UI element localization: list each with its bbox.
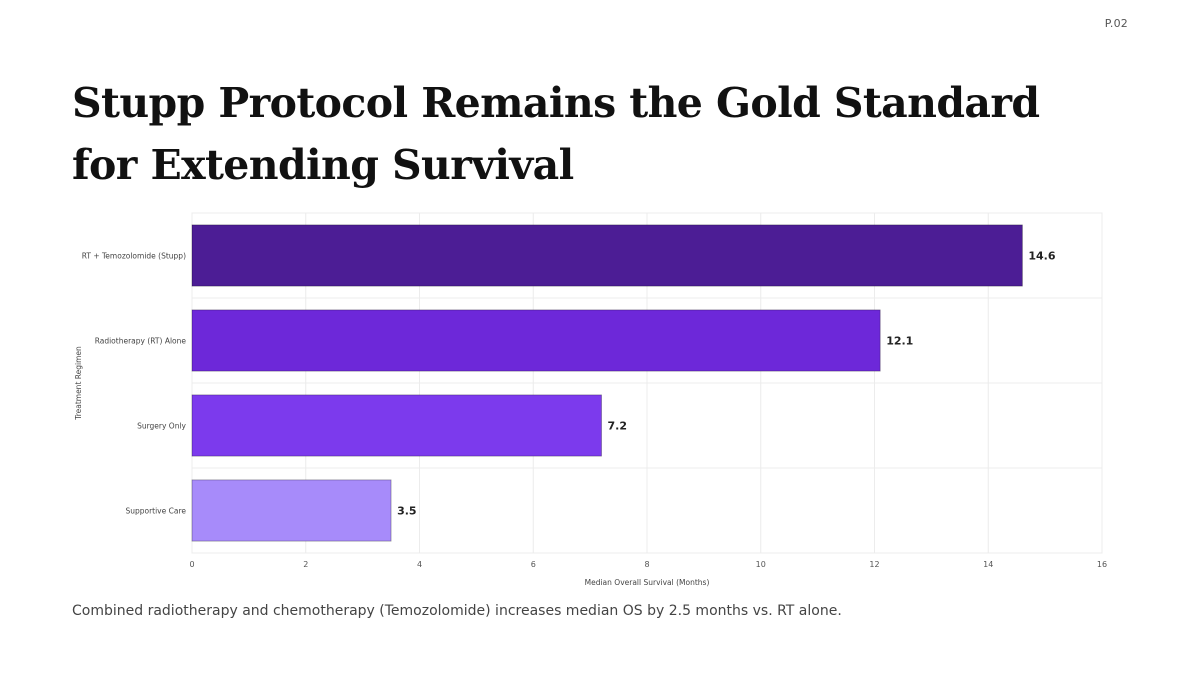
y-category-label: Supportive Care (125, 507, 186, 516)
slide-title: Stupp Protocol Remains the Gold Standard… (72, 79, 1040, 189)
bar-3 (191, 394, 602, 457)
y-axis-title: Treatment Regimen (74, 346, 83, 421)
bar-value-label: 14.6 (1028, 250, 1055, 263)
x-tick-label: 12 (869, 560, 879, 569)
slide-caption: Combined radiotherapy and chemotherapy (… (72, 603, 842, 619)
x-tick-label: 8 (644, 560, 649, 569)
x-tick-label: 4 (417, 560, 422, 569)
x-tick-label: 2 (303, 560, 308, 569)
chart-bars (191, 224, 1023, 542)
bar-value-label: 7.2 (608, 420, 628, 433)
x-tick-label: 6 (531, 560, 536, 569)
x-tick-label: 14 (983, 560, 993, 569)
bar-value-label: 12.1 (886, 335, 913, 348)
chart-labels: 0 2 4 6 8 10 12 14 16 RT + Temozolomide (Stupp) 14… (74, 250, 1107, 588)
x-tick-label: 16 (1097, 560, 1107, 569)
chart-svg: 0 2 4 6 8 10 12 14 16 RT + Temozolomide (Stupp) 14… (74, 212, 1107, 588)
y-category-label: Surgery Only (137, 422, 186, 431)
survival-bar-chart: 0 2 4 6 8 10 12 14 16 RT + Temozolomide (Stupp) 14… (72, 205, 1132, 595)
bar-2 (191, 309, 881, 372)
bar-1 (191, 224, 1023, 287)
page-number: P.02 (1104, 17, 1128, 30)
y-category-label: RT + Temozolomide (Stupp) (82, 252, 186, 261)
x-tick-label: 10 (756, 560, 766, 569)
x-axis-title: Median Overall Survival (Months) (585, 578, 710, 587)
x-tick-label: 0 (189, 560, 194, 569)
bar-4 (191, 479, 392, 542)
bar-value-label: 3.5 (397, 505, 417, 518)
y-category-label: Radiotherapy (RT) Alone (95, 337, 187, 346)
